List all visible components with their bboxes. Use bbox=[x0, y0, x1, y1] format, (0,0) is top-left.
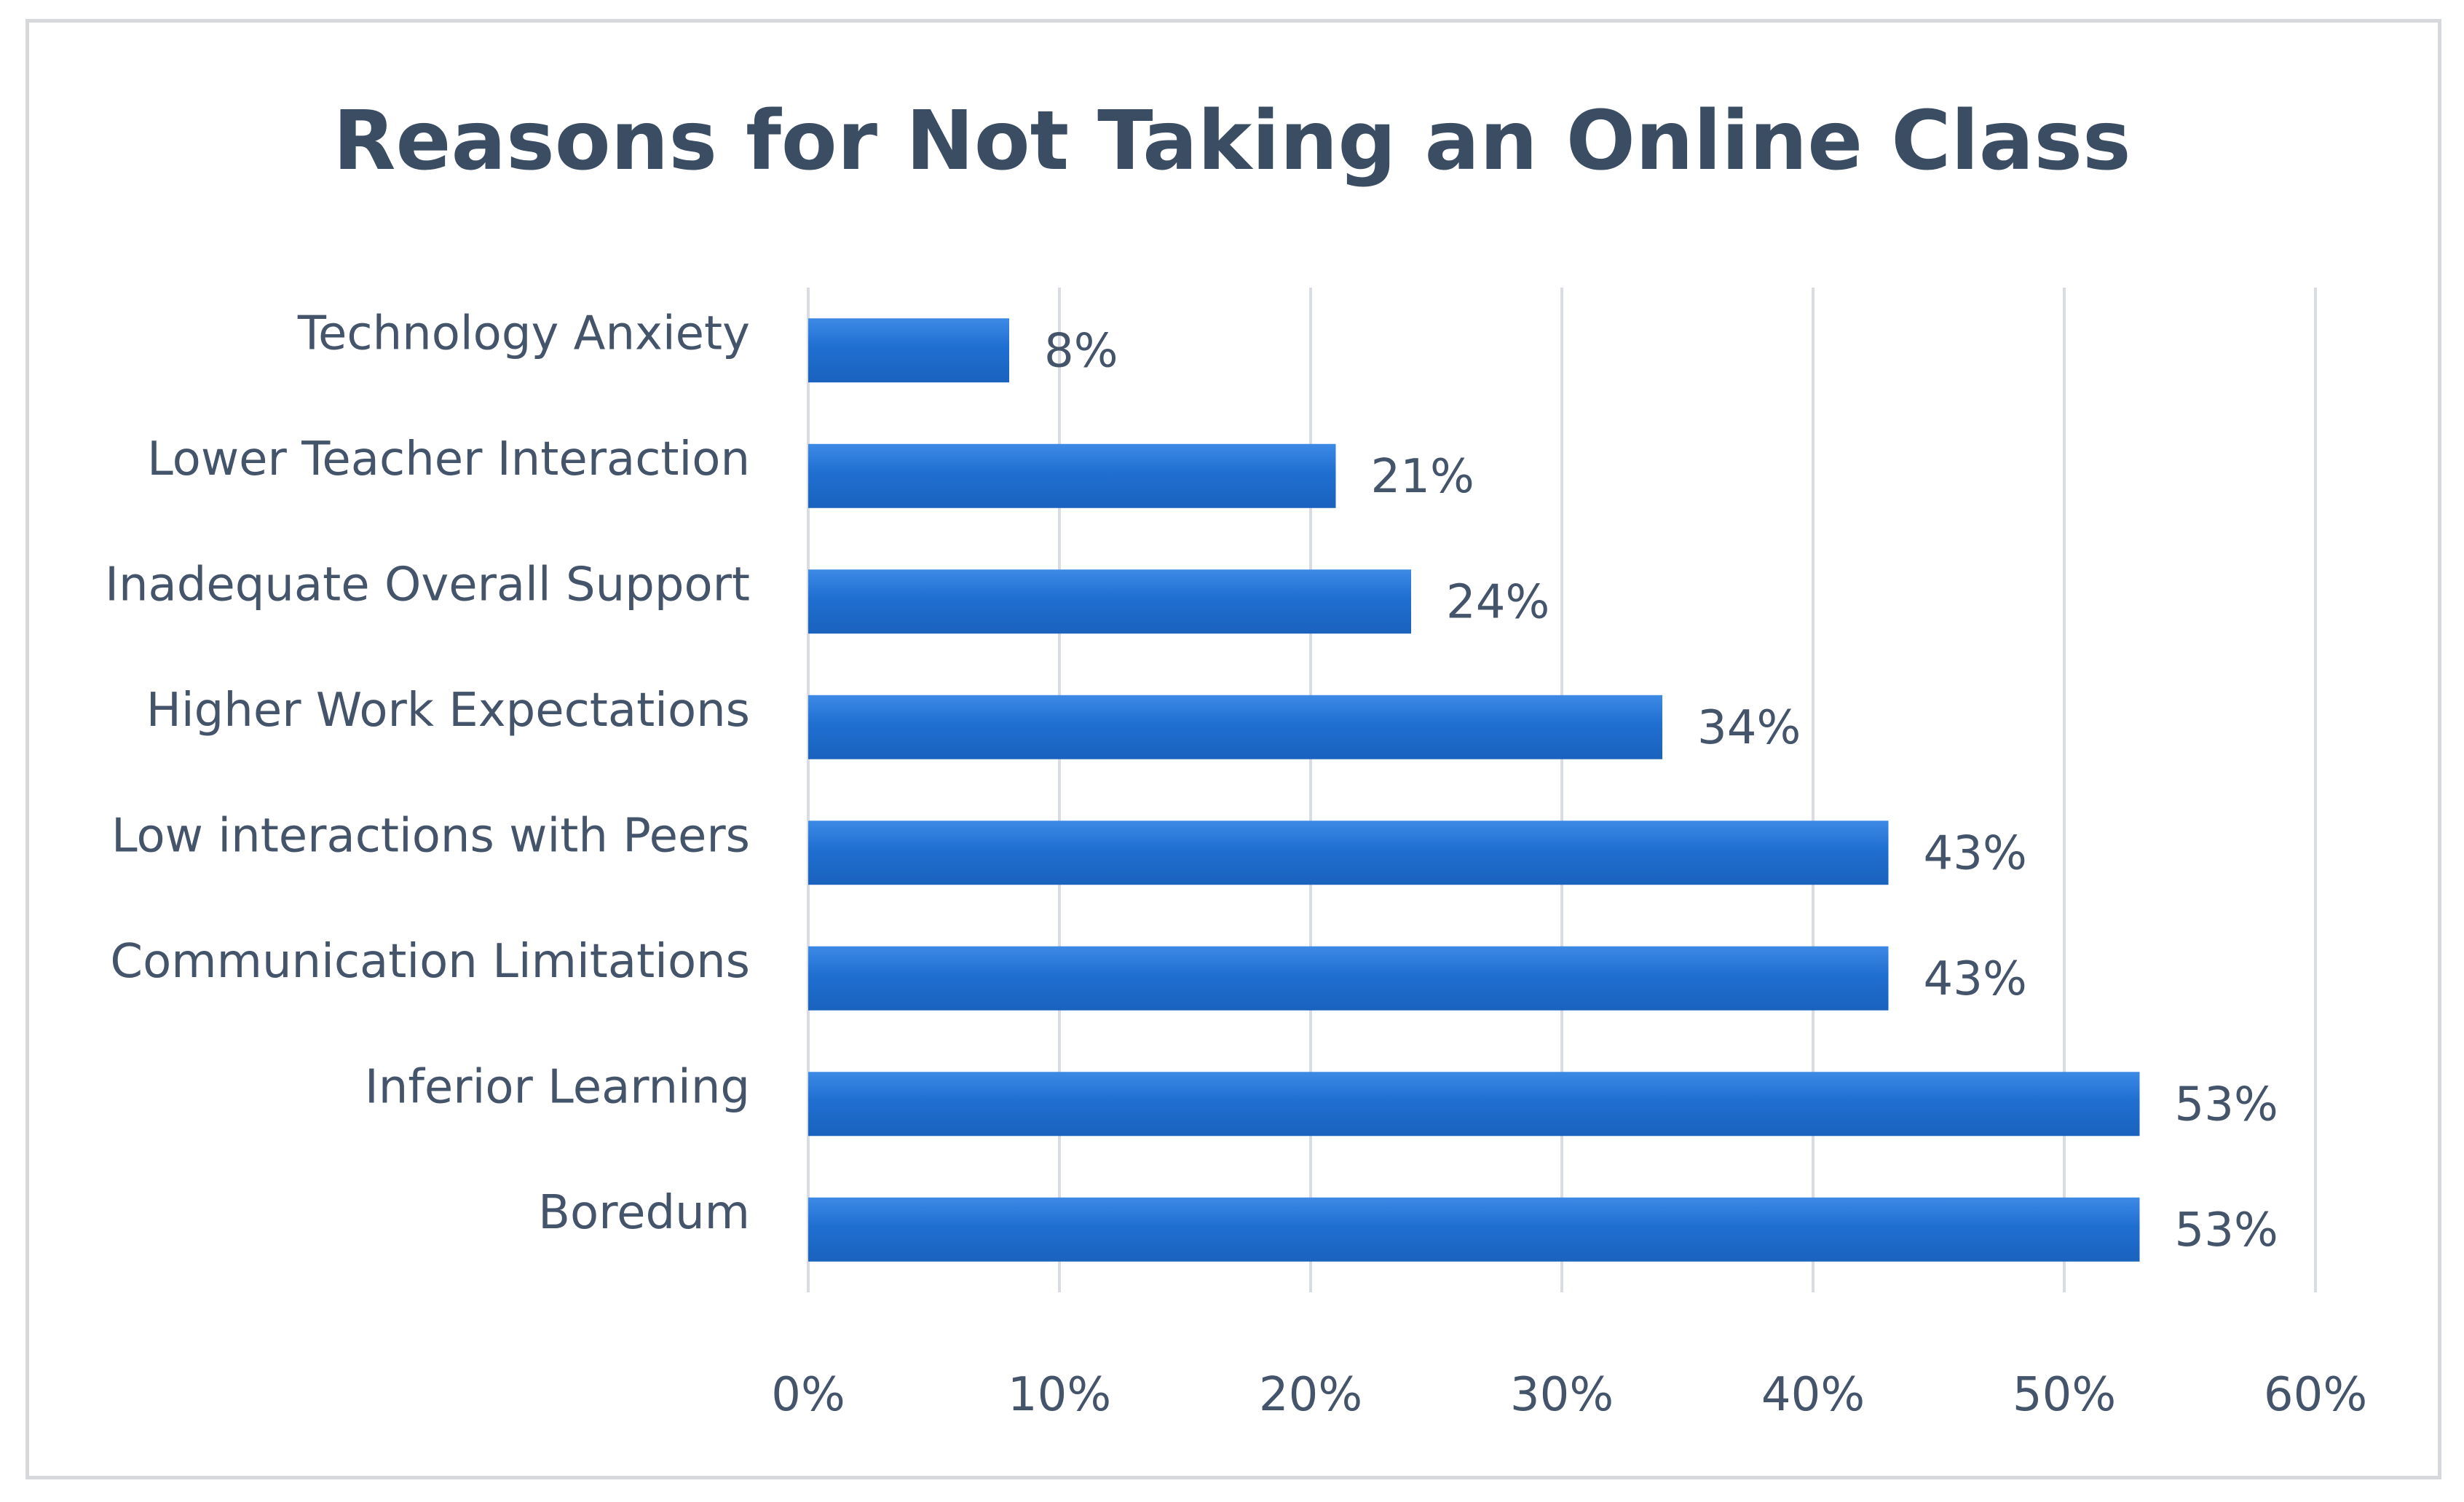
bar-8 bbox=[808, 1197, 2140, 1262]
category-label: Low interactions with Peers bbox=[111, 809, 750, 863]
category-label: Inferior Learning bbox=[365, 1060, 750, 1114]
bar-6 bbox=[808, 946, 1889, 1011]
category-label: Inadequate Overall Support bbox=[105, 558, 750, 612]
category-label: Higher Work Expectations bbox=[146, 684, 750, 738]
category-labels: Technology Anxiety Lower Teacher Interact… bbox=[105, 307, 750, 1240]
bar-7 bbox=[808, 1072, 2140, 1137]
category-label: Technology Anxiety bbox=[297, 307, 750, 360]
data-label: 53% bbox=[2175, 1203, 2278, 1257]
category-label: Communication Limitations bbox=[110, 935, 750, 989]
data-label: 53% bbox=[2175, 1078, 2278, 1131]
x-tick-label: 0% bbox=[771, 1368, 845, 1422]
data-label: 8% bbox=[1044, 324, 1118, 378]
x-tick-label: 30% bbox=[1510, 1368, 1614, 1422]
bar-4 bbox=[808, 695, 1662, 759]
x-axis-tick-labels: 0% 10% 20% 30% 40% 50% 60% bbox=[771, 1368, 2367, 1422]
gridlines bbox=[807, 288, 2317, 1292]
data-label: 34% bbox=[1697, 701, 1801, 755]
chart-title: Reasons for Not Taking an Online Class bbox=[333, 94, 2131, 189]
bars bbox=[808, 318, 2140, 1262]
category-label: Boredum bbox=[538, 1186, 750, 1240]
x-tick-label: 50% bbox=[2013, 1368, 2116, 1422]
x-tick-label: 40% bbox=[1761, 1368, 1865, 1422]
bar-2 bbox=[808, 443, 1336, 508]
bar-1 bbox=[808, 318, 1009, 383]
category-label: Lower Teacher Interaction bbox=[147, 432, 750, 486]
x-tick-label: 10% bbox=[1008, 1368, 1111, 1422]
data-labels: 8% 21% 24% 34% 43% 43% 53% 53% bbox=[1044, 324, 2278, 1257]
data-label: 21% bbox=[1371, 450, 1474, 504]
bar-5 bbox=[808, 821, 1889, 885]
bar-3 bbox=[808, 569, 1411, 634]
data-label: 43% bbox=[1924, 952, 2027, 1006]
data-label: 24% bbox=[1446, 575, 1549, 629]
x-tick-label: 20% bbox=[1259, 1368, 1362, 1422]
x-tick-label: 60% bbox=[2264, 1368, 2367, 1422]
data-label: 43% bbox=[1924, 826, 2027, 880]
